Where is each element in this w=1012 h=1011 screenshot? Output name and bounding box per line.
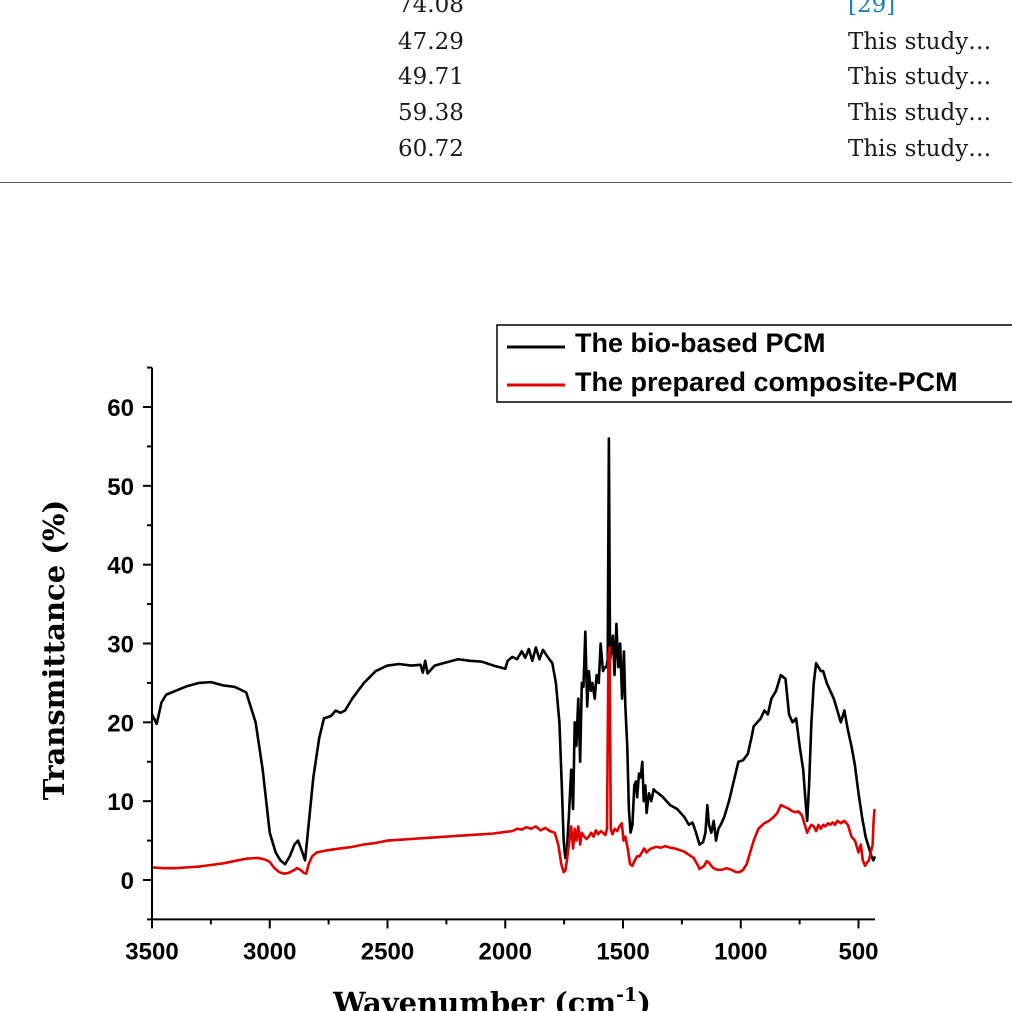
table-cell-value: 60.72 — [398, 136, 464, 162]
x-axis-label-superscript: -1 — [616, 984, 637, 1006]
series-line-composite-pcm — [151, 646, 876, 875]
table-cell-reference: This study… — [848, 136, 992, 162]
x-tick-label: 1500 — [596, 938, 649, 965]
table-fragment: 74.08 [29] 47.29 This study… 49.71 This … — [0, 0, 1012, 200]
x-axis-label: Wavenumber (cm-1) — [332, 984, 651, 1011]
table-row: 47.29 This study… — [0, 29, 1012, 65]
y-tick-label: 20 — [107, 710, 134, 737]
x-axis-label-main: Wavenumber (cm — [332, 986, 616, 1011]
axes: 0 10 20 30 40 50 60 3500 3000 2500 2000 1500 1000 500 — [107, 366, 879, 965]
x-tick-label: 3500 — [125, 938, 178, 965]
table-row: 74.08 [29] — [0, 0, 1012, 28]
x-tick-label: 3000 — [243, 938, 296, 965]
y-tick-label: 40 — [107, 553, 134, 580]
x-axis-label-close: ) — [637, 986, 651, 1011]
x-tick-label: 2000 — [479, 938, 532, 965]
table-row: 49.71 This study… — [0, 64, 1012, 100]
table-cell-value: 59.38 — [398, 100, 464, 126]
table-cell-value: 74.08 — [398, 0, 464, 18]
x-tick-label: 500 — [838, 938, 878, 965]
table-cell-value: 49.71 — [398, 64, 464, 90]
y-tick-label: 50 — [107, 474, 134, 501]
y-tick-label: 30 — [107, 632, 134, 659]
y-tick-label: 10 — [107, 789, 134, 816]
table-cell-reference: This study… — [848, 64, 992, 90]
table-bottom-rule — [0, 182, 1012, 183]
table-row: 60.72 This study… — [0, 136, 1012, 172]
table-cell-value: 47.29 — [398, 29, 464, 55]
table-cell-reference: This study… — [848, 29, 992, 55]
x-tick-label: 1000 — [714, 938, 767, 965]
y-tick-label: 60 — [107, 395, 134, 422]
ftir-chart: 0 10 20 30 40 50 60 3500 3000 2500 2000 1500 1000 500… — [37, 324, 1012, 1011]
y-tick-label: 0 — [121, 868, 134, 895]
citation-link[interactable]: [29] — [848, 0, 896, 18]
legend-label-composite-pcm: The prepared composite-PCM — [575, 367, 958, 397]
y-axis-label: Transmittance (%) — [37, 500, 71, 801]
x-tick-label: 2500 — [361, 938, 414, 965]
series-line-bio-pcm — [150, 437, 877, 866]
table-row: 59.38 This study… — [0, 100, 1012, 136]
table-cell-reference: This study… — [848, 100, 992, 126]
legend: The bio-based PCM The prepared composite… — [496, 324, 1012, 403]
plot-lines — [150, 437, 877, 875]
legend-box — [496, 324, 1012, 403]
legend-label-bio-pcm: The bio-based PCM — [575, 328, 826, 358]
